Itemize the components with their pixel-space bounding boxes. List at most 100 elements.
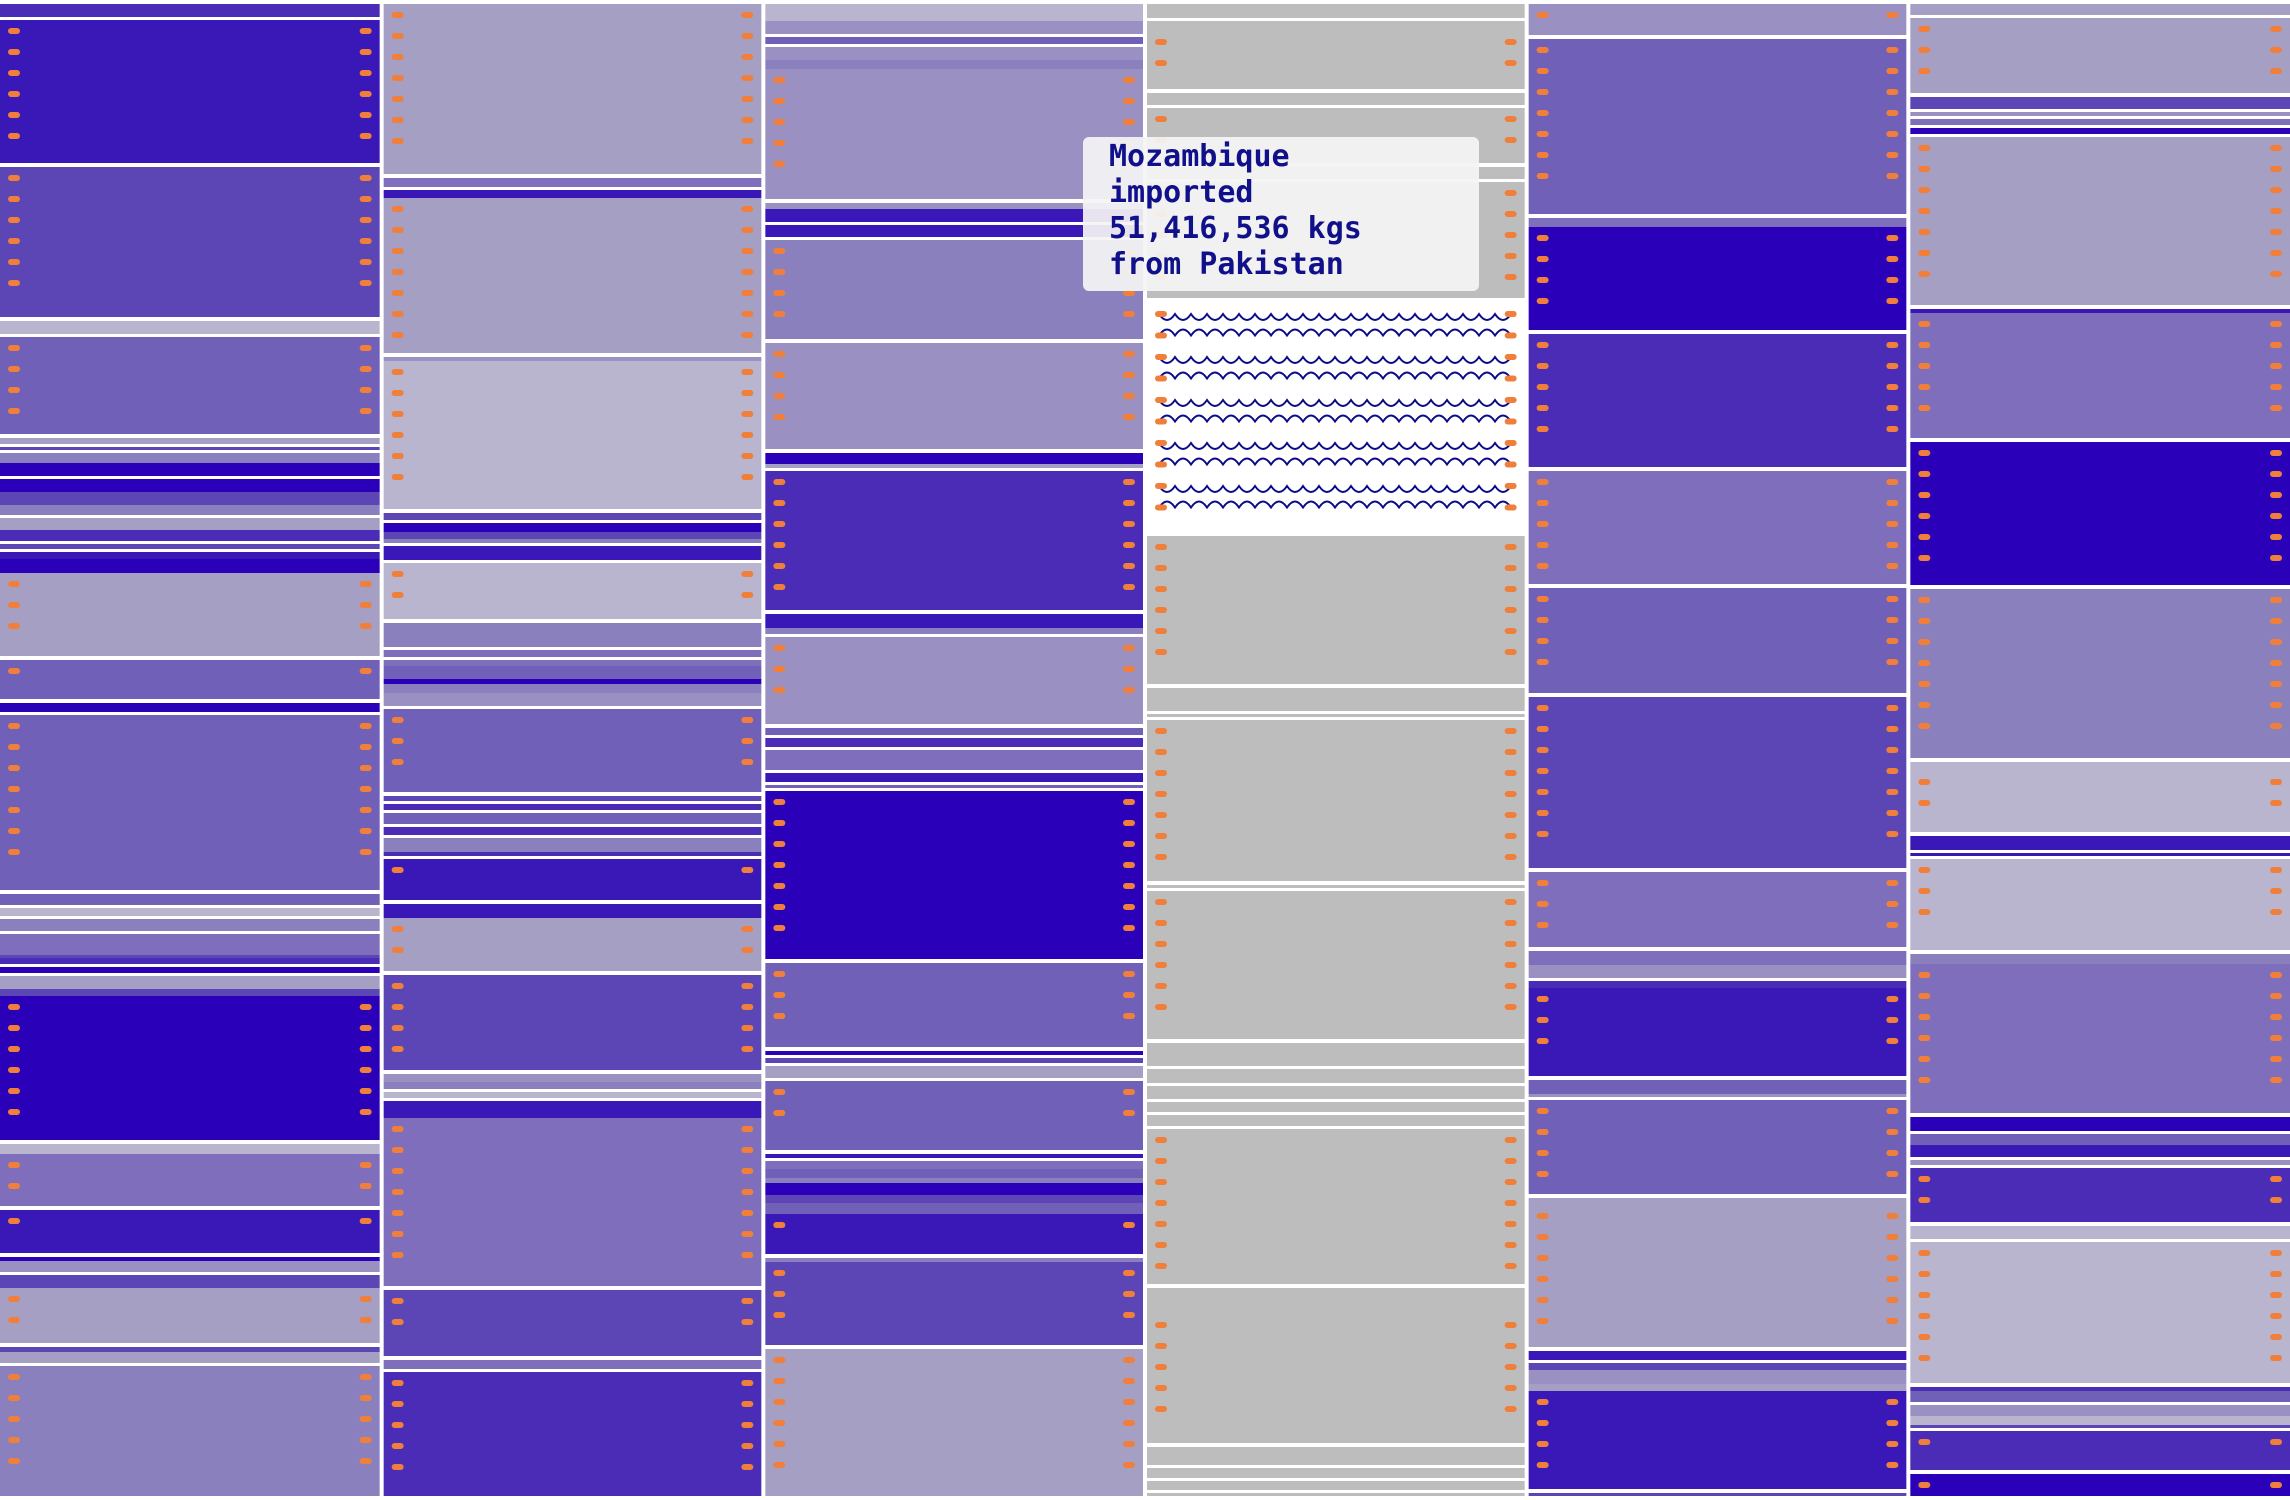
handle-right[interactable] xyxy=(2270,26,2282,32)
handle-right[interactable] xyxy=(2270,513,2282,519)
flow-stripe[interactable] xyxy=(1910,1405,2290,1416)
flow-block[interactable] xyxy=(383,1372,762,1496)
handle-right[interactable] xyxy=(2270,1355,2282,1361)
flow-block[interactable] xyxy=(1910,1431,2290,1470)
handle-left[interactable] xyxy=(773,414,786,420)
handle-left[interactable] xyxy=(8,786,20,792)
handle-right[interactable] xyxy=(1886,768,1899,774)
flow-stripe[interactable] xyxy=(383,546,762,560)
handle-left[interactable] xyxy=(1536,747,1549,753)
handle-right[interactable] xyxy=(1504,833,1517,839)
flow-stripe[interactable] xyxy=(765,4,1143,14)
handle-left[interactable] xyxy=(1536,901,1549,907)
handle-right[interactable] xyxy=(2270,1035,2282,1041)
handle-left[interactable] xyxy=(1155,1137,1167,1143)
handle-left[interactable] xyxy=(1536,110,1549,116)
handle-left[interactable] xyxy=(1536,298,1549,304)
handle-left[interactable] xyxy=(1155,920,1167,926)
handle-right[interactable] xyxy=(741,983,754,989)
handle-right[interactable] xyxy=(1886,1462,1899,1468)
handle-left[interactable] xyxy=(391,1380,404,1386)
flow-stripe[interactable] xyxy=(383,1101,762,1115)
flow-stripe[interactable] xyxy=(0,919,380,931)
handle-right[interactable] xyxy=(1123,584,1135,590)
handle-left[interactable] xyxy=(391,54,404,60)
handle-left[interactable] xyxy=(1536,922,1549,928)
handle-right[interactable] xyxy=(1123,500,1135,506)
handle-left[interactable] xyxy=(391,432,404,438)
handle-left[interactable] xyxy=(1536,235,1549,241)
handle-left[interactable] xyxy=(1918,68,1931,74)
handle-left[interactable] xyxy=(773,1089,786,1095)
flow-stripe[interactable] xyxy=(0,1347,380,1352)
handle-left[interactable] xyxy=(1918,26,1931,32)
handle-left[interactable] xyxy=(773,1291,786,1297)
handle-right[interactable] xyxy=(741,1126,754,1132)
column-2[interactable] xyxy=(383,4,762,1500)
handle-right[interactable] xyxy=(1123,1441,1135,1447)
flow-stripe[interactable] xyxy=(383,636,762,647)
handle-left[interactable] xyxy=(391,1464,404,1470)
handle-right[interactable] xyxy=(1886,384,1899,390)
flow-stripe[interactable] xyxy=(1147,1288,1525,1301)
handle-left[interactable] xyxy=(391,1298,404,1304)
handle-right[interactable] xyxy=(2270,660,2282,666)
handle-right[interactable] xyxy=(359,366,372,372)
handle-left[interactable] xyxy=(1918,342,1931,348)
handle-right[interactable] xyxy=(2270,187,2282,193)
handle-right[interactable] xyxy=(1886,1441,1899,1447)
handle-left[interactable] xyxy=(8,849,20,855)
handle-right[interactable] xyxy=(2270,1334,2282,1340)
flow-stripe[interactable] xyxy=(1147,1481,1525,1490)
handle-left[interactable] xyxy=(1155,1364,1167,1370)
flow-stripe[interactable] xyxy=(0,908,380,916)
handle-left[interactable] xyxy=(1918,1334,1931,1340)
flow-block[interactable] xyxy=(1910,964,2290,1113)
handle-right[interactable] xyxy=(1886,363,1899,369)
flow-stripe[interactable] xyxy=(0,463,380,476)
handle-left[interactable] xyxy=(1918,800,1931,806)
handle-left[interactable] xyxy=(8,387,20,393)
handle-left[interactable] xyxy=(1918,702,1931,708)
handle-right[interactable] xyxy=(359,196,372,202)
handle-left[interactable] xyxy=(1918,867,1931,873)
flow-stripe[interactable] xyxy=(383,513,762,520)
handle-left[interactable] xyxy=(1918,1250,1931,1256)
handle-right[interactable] xyxy=(1886,1420,1899,1426)
handle-left[interactable] xyxy=(391,1147,404,1153)
handle-right[interactable] xyxy=(1504,1004,1517,1010)
flow-stripe[interactable] xyxy=(0,1144,380,1154)
handle-right[interactable] xyxy=(741,117,754,123)
handle-left[interactable] xyxy=(773,971,786,977)
handle-right[interactable] xyxy=(1886,68,1899,74)
flow-stripe[interactable] xyxy=(765,1258,1143,1262)
flow-stripe[interactable] xyxy=(383,523,762,532)
flow-block[interactable] xyxy=(383,563,762,619)
handle-right[interactable] xyxy=(1504,253,1517,259)
handle-left[interactable] xyxy=(1918,513,1931,519)
handle-left[interactable] xyxy=(773,140,786,146)
flow-stripe[interactable] xyxy=(1147,699,1525,702)
handle-left[interactable] xyxy=(773,1312,786,1318)
handle-left[interactable] xyxy=(1155,544,1167,550)
flow-block[interactable] xyxy=(1528,988,1907,1076)
flow-stripe[interactable] xyxy=(1528,1080,1907,1094)
handle-right[interactable] xyxy=(1886,617,1899,623)
flow-block[interactable] xyxy=(1147,31,1525,89)
handle-right[interactable] xyxy=(359,1374,372,1380)
handle-left[interactable] xyxy=(1918,384,1931,390)
handle-right[interactable] xyxy=(1504,332,1517,339)
flow-stripe[interactable] xyxy=(1910,1226,2290,1239)
handle-left[interactable] xyxy=(8,1458,20,1464)
flow-stripe[interactable] xyxy=(1147,93,1525,105)
flow-stripe[interactable] xyxy=(1910,1416,2290,1425)
flow-stripe[interactable] xyxy=(0,955,380,958)
handle-right[interactable] xyxy=(1504,565,1517,571)
handle-left[interactable] xyxy=(1155,397,1167,403)
flow-stripe[interactable] xyxy=(383,827,762,835)
handle-right[interactable] xyxy=(359,1317,372,1323)
handle-right[interactable] xyxy=(1504,375,1517,382)
handle-right[interactable] xyxy=(2270,800,2282,806)
handle-right[interactable] xyxy=(741,248,754,254)
